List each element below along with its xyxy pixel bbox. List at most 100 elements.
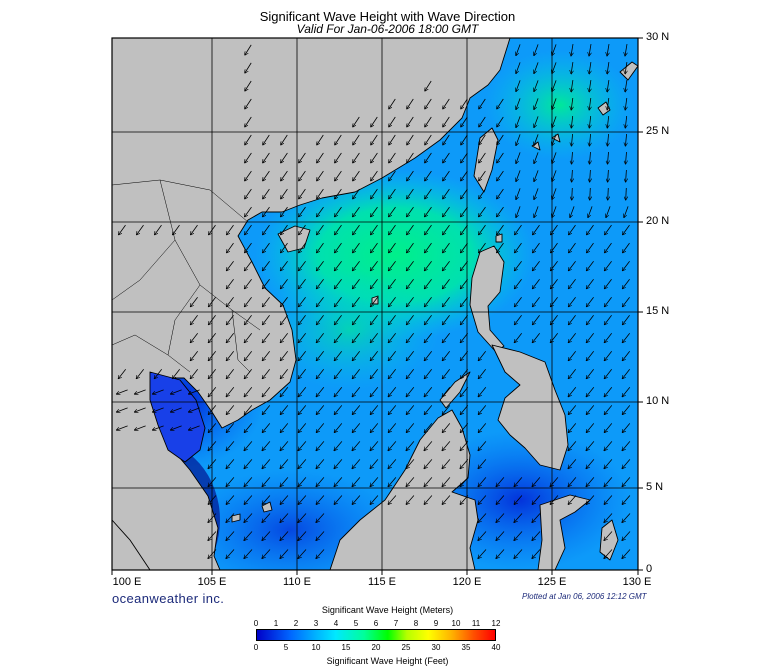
legend-meter-tick: 5 [353, 619, 359, 628]
wave-direction-arrow [316, 369, 325, 378]
wave-direction-arrow [262, 459, 271, 468]
wave-direction-arrow [442, 387, 451, 396]
wave-direction-arrow [298, 441, 307, 450]
wave-direction-arrow [460, 351, 469, 360]
wave-direction-arrow [604, 296, 612, 307]
wave-direction-arrow [388, 278, 396, 289]
wave-direction-arrow [552, 116, 557, 127]
wave-direction-arrow [245, 224, 252, 235]
wave-direction-arrow [280, 296, 288, 307]
wave-direction-arrow [262, 549, 271, 559]
wave-direction-arrow [424, 423, 433, 432]
wave-direction-arrow [116, 425, 128, 430]
wave-direction-arrow [443, 206, 450, 217]
borneo-island [329, 409, 479, 570]
wave-direction-arrow [388, 369, 397, 378]
wave-direction-arrow [263, 242, 270, 253]
wave-direction-arrow [316, 441, 325, 450]
wave-direction-arrow [226, 278, 234, 289]
wave-direction-arrow [190, 369, 199, 378]
wave-direction-arrow [280, 314, 288, 325]
wave-direction-arrow [262, 260, 270, 271]
wave-direction-arrow [389, 98, 396, 109]
wave-direction-arrow [568, 296, 576, 307]
wave-direction-arrow [299, 152, 306, 163]
wave-direction-arrow [515, 224, 522, 235]
wave-direction-arrow [516, 152, 521, 163]
wave-direction-arrow [352, 495, 361, 505]
wave-direction-arrow [424, 296, 432, 307]
wave-direction-arrow [625, 133, 626, 146]
wave-direction-arrow [571, 62, 573, 74]
wave-direction-arrow [245, 44, 252, 55]
wave-direction-arrow [244, 423, 253, 432]
wave-direction-arrow [244, 387, 253, 396]
wave-direction-arrow [119, 224, 126, 235]
lat-label-25n: 25 N [646, 125, 670, 137]
legend-meter-tick: 9 [433, 619, 439, 628]
wave-direction-arrow [532, 477, 541, 486]
lon-label-125e: 125 E [537, 576, 567, 588]
wave-direction-arrow [298, 260, 306, 271]
wave-direction-arrow [389, 188, 396, 199]
wave-direction-arrow [550, 260, 558, 271]
wave-direction-arrow [298, 296, 306, 307]
wave-direction-arrow [352, 278, 360, 289]
wave-direction-arrow [370, 278, 378, 289]
wave-direction-arrow [280, 549, 289, 559]
wave-direction-arrow [208, 459, 217, 468]
wave-direction-arrow [280, 405, 289, 414]
wave-direction-arrow [389, 170, 396, 181]
wave-direction-arrow [388, 333, 397, 342]
wave-direction-arrow [388, 423, 397, 432]
wave-direction-arrow [534, 62, 539, 73]
legend-feet-tick: 35 [461, 643, 471, 652]
wave-direction-arrow [335, 224, 342, 235]
map-frame [111, 37, 639, 571]
wave-direction-arrow [370, 459, 379, 468]
wave-direction-arrow [532, 314, 540, 325]
wave-direction-arrow [442, 260, 450, 271]
wave-direction-arrow [388, 351, 397, 360]
wave-direction-arrow [586, 495, 595, 505]
wave-direction-arrow [226, 387, 235, 396]
wave-direction-arrow [152, 425, 164, 430]
wave-direction-arrow [514, 495, 523, 505]
wave-direction-arrow [552, 134, 557, 145]
wave-direction-arrow [497, 206, 504, 217]
wave-direction-arrow [371, 116, 378, 127]
wave-direction-arrow [388, 260, 396, 271]
wave-direction-arrow [334, 387, 343, 396]
wave-direction-arrow [388, 387, 397, 396]
legend-meter-tick: 3 [313, 619, 319, 628]
wave-direction-arrow [389, 224, 396, 235]
wave-direction-arrow [607, 44, 609, 56]
wave-direction-arrow [334, 351, 343, 360]
wave-direction-arrow [550, 333, 559, 342]
wave-direction-arrow [370, 351, 379, 360]
wave-direction-arrow [552, 170, 557, 181]
wave-direction-arrow [622, 314, 630, 325]
wave-direction-arrow [622, 278, 630, 289]
wave-direction-arrow [460, 296, 468, 307]
wave-direction-arrow [550, 278, 558, 289]
wave-direction-arrow [316, 296, 324, 307]
wave-direction-arrow [334, 495, 343, 505]
wave-direction-arrow [587, 242, 594, 253]
legend-meter-tick: 12 [491, 619, 501, 628]
wave-direction-arrow [604, 459, 613, 468]
wave-direction-arrow [316, 513, 325, 523]
wave-direction-arrow [208, 333, 217, 342]
wave-direction-arrow [478, 549, 487, 559]
wave-direction-arrow [116, 407, 128, 412]
wave-direction-arrow [316, 278, 324, 289]
wave-direction-arrow [317, 224, 324, 235]
wave-direction-arrow [622, 387, 631, 396]
wave-direction-arrow [550, 495, 559, 505]
lon-label-130e: 130 E [622, 576, 652, 588]
wave-direction-arrow [262, 531, 271, 541]
wave-direction-arrow [244, 405, 253, 414]
wave-direction-arrow [478, 369, 487, 378]
wave-direction-arrow [568, 405, 577, 414]
wave-direction-arrow [244, 333, 253, 342]
